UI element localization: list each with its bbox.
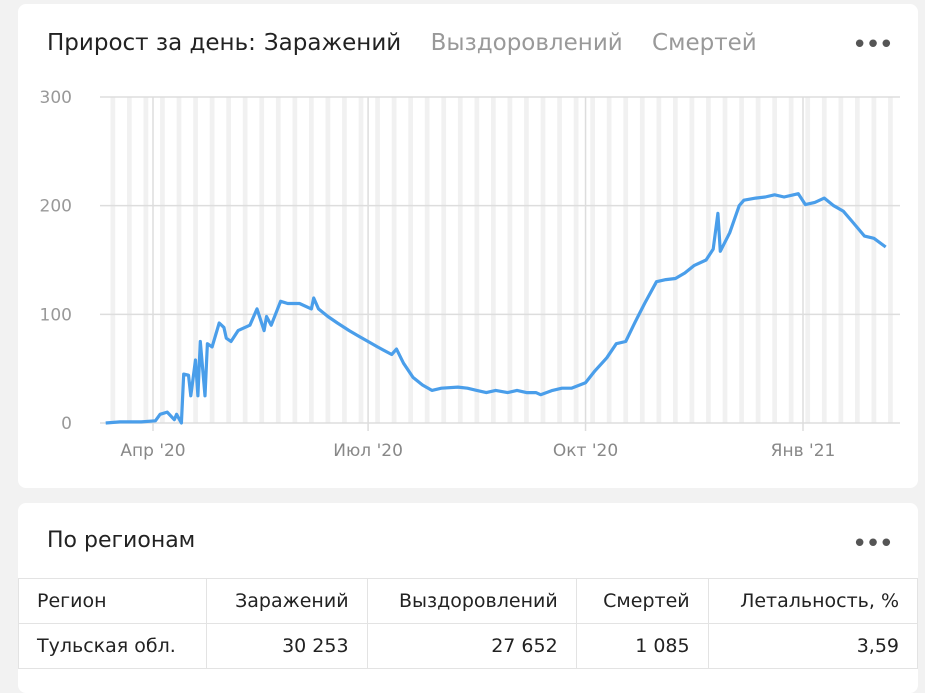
x-tick-label: Окт '20: [553, 441, 618, 461]
weekend-band: [243, 97, 248, 423]
weekend-band: [723, 97, 728, 423]
weekend-band: [226, 97, 231, 423]
col-deaths[interactable]: Смертей: [576, 579, 708, 624]
weekend-band: [458, 97, 463, 423]
weekend-band: [210, 97, 215, 423]
weekend-band: [872, 97, 877, 423]
table-row[interactable]: Тульская обл. 30 253 27 652 1 085 3,59: [19, 624, 918, 669]
weekend-band: [623, 97, 628, 423]
weekend-band: [110, 97, 115, 423]
weekend-band: [656, 97, 661, 423]
weekend-band: [756, 97, 761, 423]
col-region[interactable]: Регион: [19, 579, 207, 624]
cell-region: Тульская обл.: [19, 624, 207, 669]
weekend-band: [292, 97, 297, 423]
weekend-band: [177, 97, 182, 423]
table-header-row: Регион Заражений Выздоровлений Смертей Л…: [19, 579, 918, 624]
weekend-band: [607, 97, 612, 423]
weekend-band: [855, 97, 860, 423]
weekend-band: [326, 97, 331, 423]
weekend-band: [739, 97, 744, 423]
more-options-icon[interactable]: •••: [852, 539, 892, 549]
weekend-band: [541, 97, 546, 423]
weekend-band: [673, 97, 678, 423]
weekend-band: [425, 97, 430, 423]
cell-deaths: 1 085: [576, 624, 708, 669]
cell-lethality: 3,59: [708, 624, 917, 669]
daily-growth-card: Прирост за день:Заражений Выздоровлений …: [18, 4, 918, 488]
cell-recovered: 27 652: [367, 624, 576, 669]
y-tick-label: 200: [40, 197, 72, 217]
weekend-band: [276, 97, 281, 423]
weekend-band: [342, 97, 347, 423]
weekend-band: [392, 97, 397, 423]
col-lethality[interactable]: Летальность, %: [708, 579, 917, 624]
weekend-band: [557, 97, 562, 423]
weekend-band: [690, 97, 695, 423]
regions-title: По регионам: [47, 528, 195, 553]
x-tick-label: Янв '21: [771, 441, 836, 461]
weekend-band: [375, 97, 380, 423]
weekend-band: [474, 97, 479, 423]
weekend-band: [888, 97, 893, 423]
weekend-band: [441, 97, 446, 423]
regions-card: По регионам ••• Регион Заражений Выздоро…: [18, 503, 918, 693]
weekend-band: [838, 97, 843, 423]
y-tick-label: 300: [40, 88, 72, 108]
col-recovered[interactable]: Выздоровлений: [367, 579, 576, 624]
weekend-band: [508, 97, 513, 423]
weekend-band: [822, 97, 827, 423]
weekend-band: [144, 97, 149, 423]
line-chart: 0 100 200 300 Апр '20 Июл '20 Окт '20 Янв '21: [18, 4, 918, 488]
weekend-band: [127, 97, 132, 423]
weekend-band: [524, 97, 529, 423]
y-tick-label: 0: [61, 414, 72, 434]
weekend-band: [805, 97, 810, 423]
x-tick-label: Июл '20: [333, 441, 403, 461]
y-tick-label: 100: [40, 305, 72, 325]
col-infected[interactable]: Заражений: [206, 579, 367, 624]
weekend-band: [640, 97, 645, 423]
cell-infected: 30 253: [206, 624, 367, 669]
weekend-band: [574, 97, 579, 423]
weekend-band: [491, 97, 496, 423]
weekend-band: [160, 97, 165, 423]
weekend-band: [772, 97, 777, 423]
x-tick-label: Апр '20: [120, 441, 185, 461]
weekend-band: [259, 97, 264, 423]
regions-table: Регион Заражений Выздоровлений Смертей Л…: [18, 578, 918, 669]
weekend-band: [309, 97, 314, 423]
weekend-band: [359, 97, 364, 423]
weekend-band: [789, 97, 794, 423]
